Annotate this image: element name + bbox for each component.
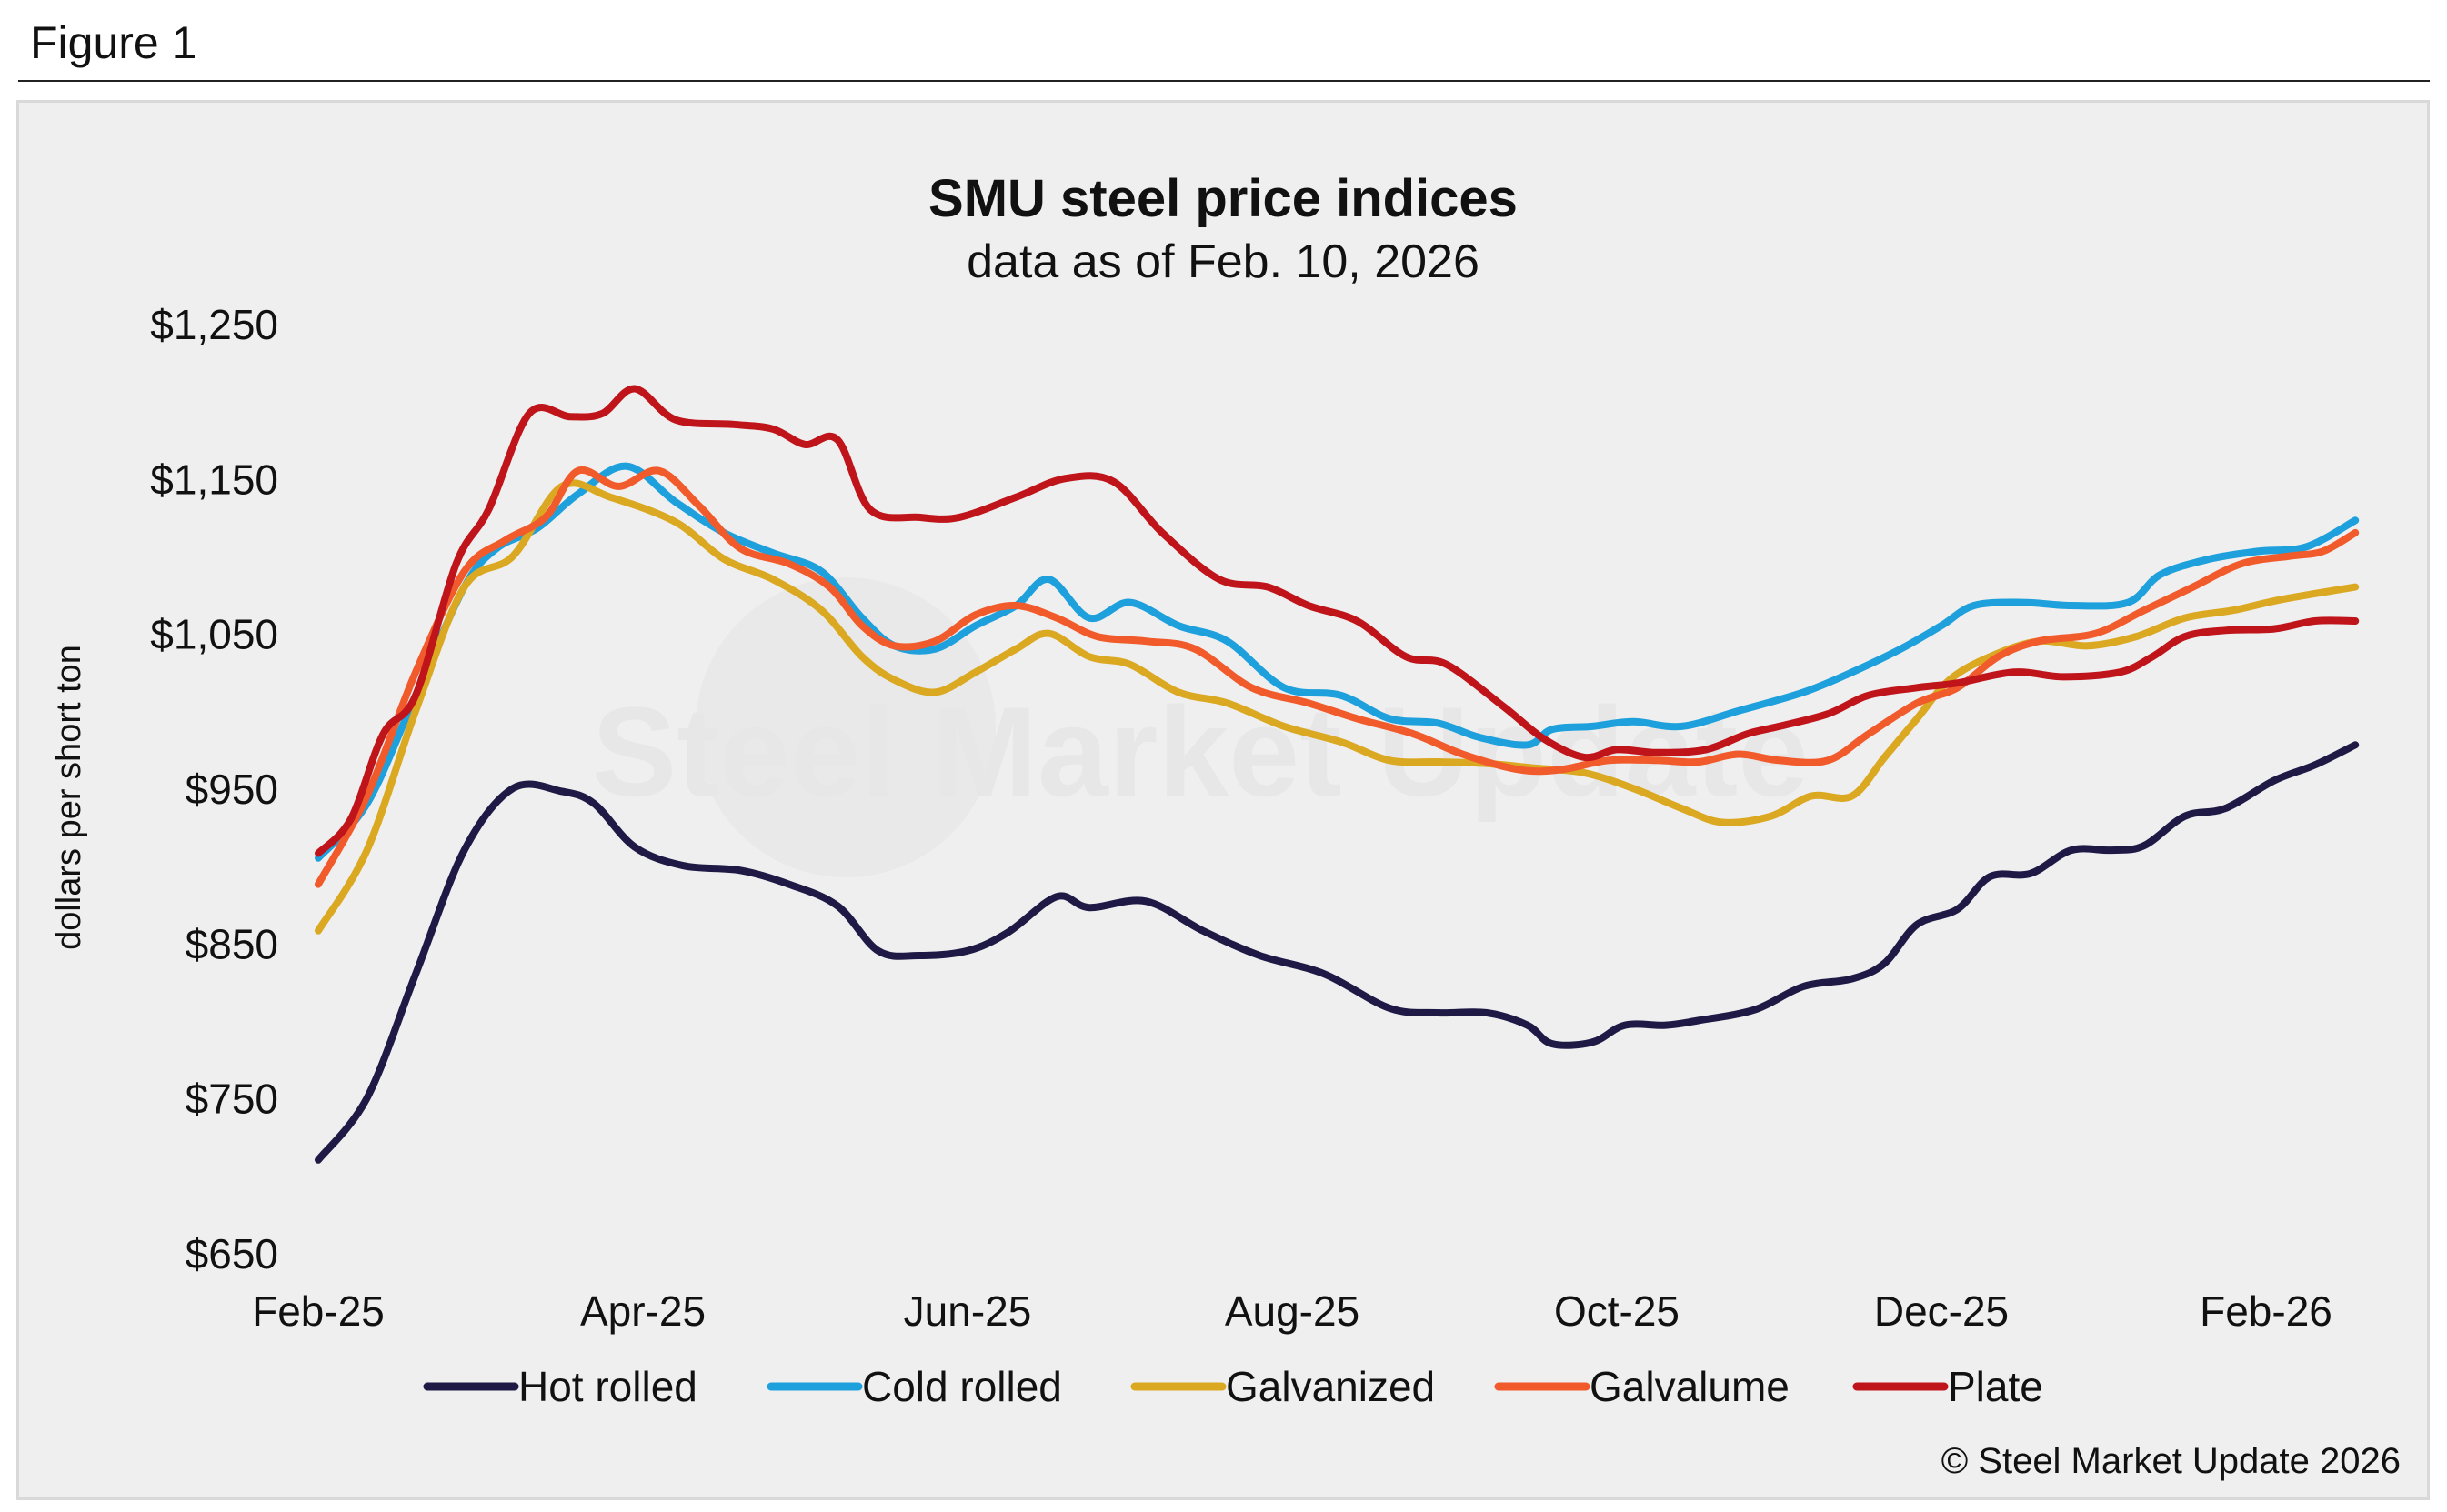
x-tick-label: Aug-25	[1225, 1287, 1359, 1335]
legend-label-galvalume: Galvalume	[1590, 1363, 1790, 1410]
y-axis-ticks: $1,250 $1,150 $1,050 $950 $850 $750 $650	[150, 301, 278, 1277]
series-line-hot-rolled	[315, 741, 2360, 1164]
y-tick-label: $1,050	[150, 611, 278, 658]
chart-subtitle: data as of Feb. 10, 2026	[967, 235, 1479, 288]
series-line-galvanized	[315, 479, 2360, 935]
chart-title: SMU steel price indices	[928, 169, 1518, 228]
x-tick-label: Dec-25	[1874, 1287, 2009, 1335]
x-tick-label: Feb-25	[252, 1287, 385, 1335]
x-tick-label: Jun-25	[904, 1287, 1032, 1335]
y-tick-label: $750	[186, 1076, 278, 1123]
figure-label: Figure 1	[30, 17, 197, 68]
chart-panel	[16, 100, 2430, 1500]
series-line-cold-rolled	[315, 462, 2360, 862]
copyright-text: © Steel Market Update 2026	[1941, 1441, 2401, 1481]
legend-label-cold-rolled: Cold rolled	[862, 1363, 1062, 1410]
y-tick-label: $650	[186, 1230, 278, 1277]
legend: Hot rolled Cold rolled Galvanized Galvalume…	[423, 1363, 2043, 1410]
y-tick-label: $950	[186, 766, 278, 813]
header-rule	[18, 80, 2430, 82]
y-tick-label: $1,150	[150, 456, 278, 503]
y-tick-label: $850	[186, 920, 278, 967]
series-line-plate	[315, 385, 2360, 857]
legend-label-galvanized: Galvanized	[1226, 1363, 1435, 1410]
x-axis-ticks: Feb-25 Apr-25 Jun-25 Aug-25 Oct-25 Dec-25 Feb-…	[252, 1287, 2332, 1335]
y-axis-label: dollars per short ton	[50, 645, 88, 950]
legend-label-hot-rolled: Hot rolled	[518, 1363, 697, 1410]
series-line-galvalume	[315, 466, 2360, 888]
x-tick-label: Feb-26	[2200, 1287, 2332, 1335]
legend-label-plate: Plate	[1948, 1363, 2043, 1410]
x-tick-label: Apr-25	[580, 1287, 706, 1335]
watermark: Steel Market Update	[592, 577, 1809, 877]
y-tick-label: $1,250	[150, 301, 278, 348]
series-lines	[315, 385, 2360, 1164]
figure-header: Figure 1	[0, 0, 2447, 84]
x-tick-label: Oct-25	[1554, 1287, 1680, 1335]
